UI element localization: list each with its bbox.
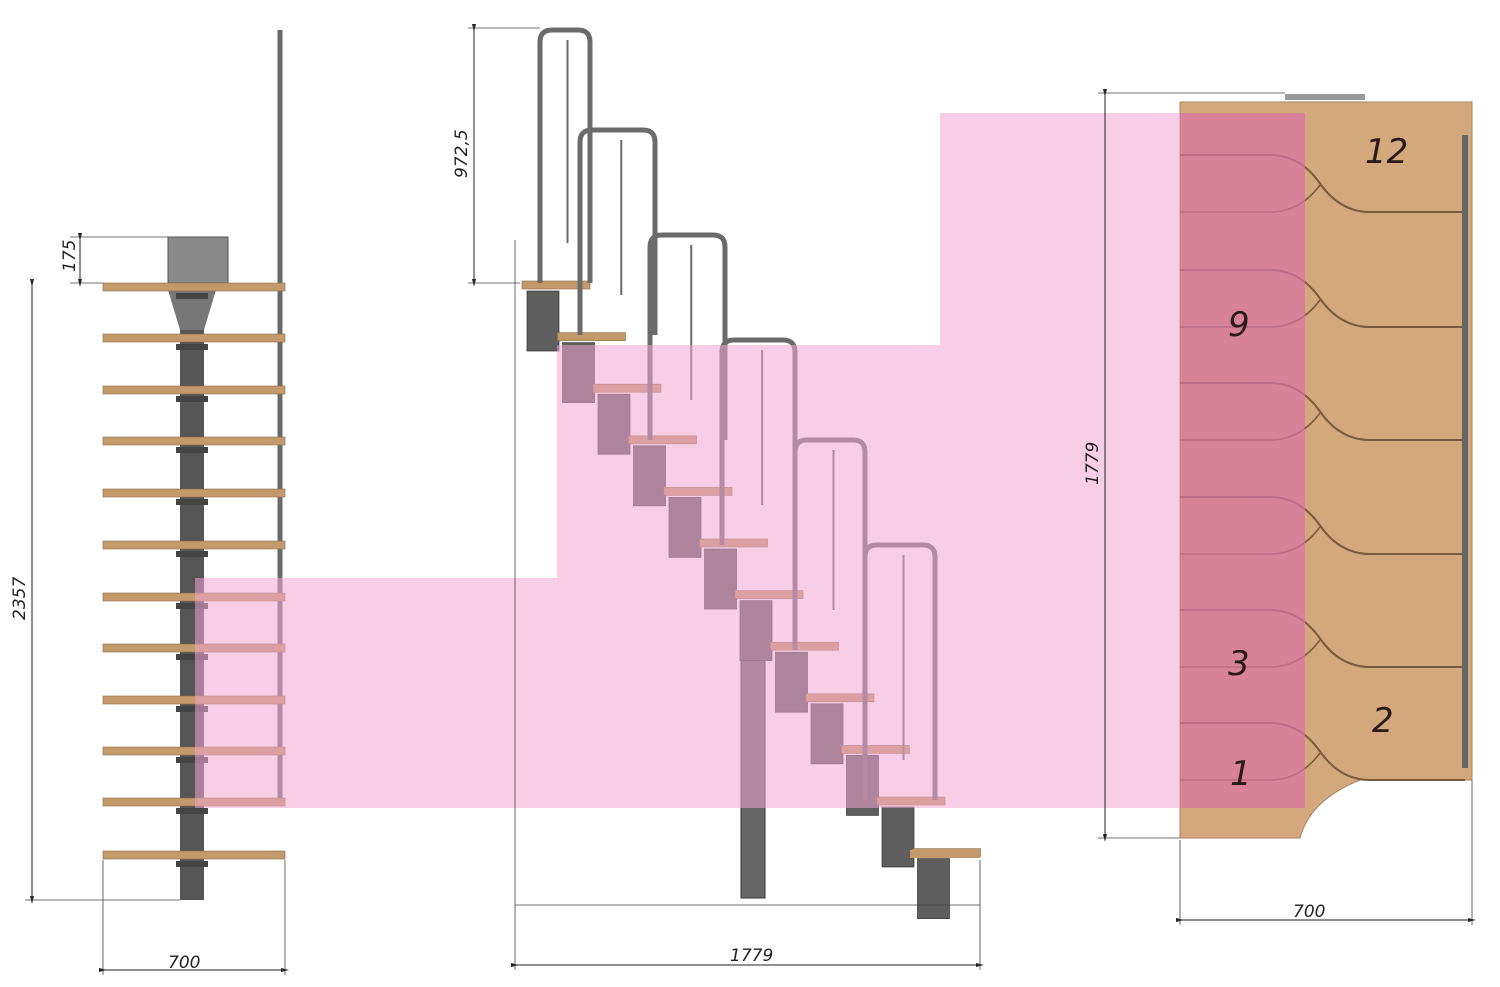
tread-bracket xyxy=(176,603,208,609)
step-number-3: 3 xyxy=(1228,644,1250,684)
dim-1779-mid: 1779 xyxy=(730,946,773,966)
dim-2357: 2357 xyxy=(10,577,30,620)
dim-972-5: 972,5 xyxy=(452,129,472,178)
tread-bracket xyxy=(176,396,208,402)
tread xyxy=(102,436,286,446)
post-flange xyxy=(168,290,216,330)
step-number-12: 12 xyxy=(1365,132,1408,172)
stringer-module xyxy=(917,858,950,919)
tread-bracket xyxy=(176,551,208,557)
highlight-region xyxy=(940,113,1305,345)
step-number-2: 2 xyxy=(1372,701,1394,741)
tread xyxy=(102,282,286,292)
tread xyxy=(521,280,591,290)
tread-bracket xyxy=(176,447,208,453)
tread-bracket xyxy=(176,344,208,350)
stringer-module xyxy=(881,806,915,868)
tread xyxy=(102,850,286,860)
highlight-plan-strip xyxy=(1180,113,1305,808)
tread-bracket xyxy=(176,499,208,505)
tread-bracket xyxy=(176,654,208,660)
tread xyxy=(557,332,626,341)
tread xyxy=(102,488,286,498)
highlight-region xyxy=(195,578,1305,808)
landing-tread xyxy=(910,850,980,858)
top-fixing xyxy=(1285,94,1365,100)
tread-bracket xyxy=(176,293,208,299)
step-number-1: 1 xyxy=(1230,754,1252,794)
tread-bracket xyxy=(176,808,208,814)
tread xyxy=(102,540,286,550)
stringer-module xyxy=(526,290,560,352)
step-number-9: 9 xyxy=(1228,305,1250,345)
handrail-segment xyxy=(647,232,728,440)
tread xyxy=(102,333,286,343)
dimension-lines xyxy=(25,24,1476,975)
tread-bracket xyxy=(176,757,208,763)
tread-bracket xyxy=(176,861,208,867)
dim-1779-plan: 1779 xyxy=(1083,442,1103,485)
handrail-segment xyxy=(537,27,593,283)
highlight-overlay xyxy=(195,113,1305,808)
dim-700-plan: 700 xyxy=(1293,902,1325,922)
handrail-segment xyxy=(577,127,658,335)
tread xyxy=(102,385,286,395)
dim-175: 175 xyxy=(60,240,80,272)
tread-bracket xyxy=(176,706,208,712)
highlight-region xyxy=(557,345,1305,578)
dim-700-left: 700 xyxy=(168,953,200,973)
top-plate xyxy=(167,236,229,284)
